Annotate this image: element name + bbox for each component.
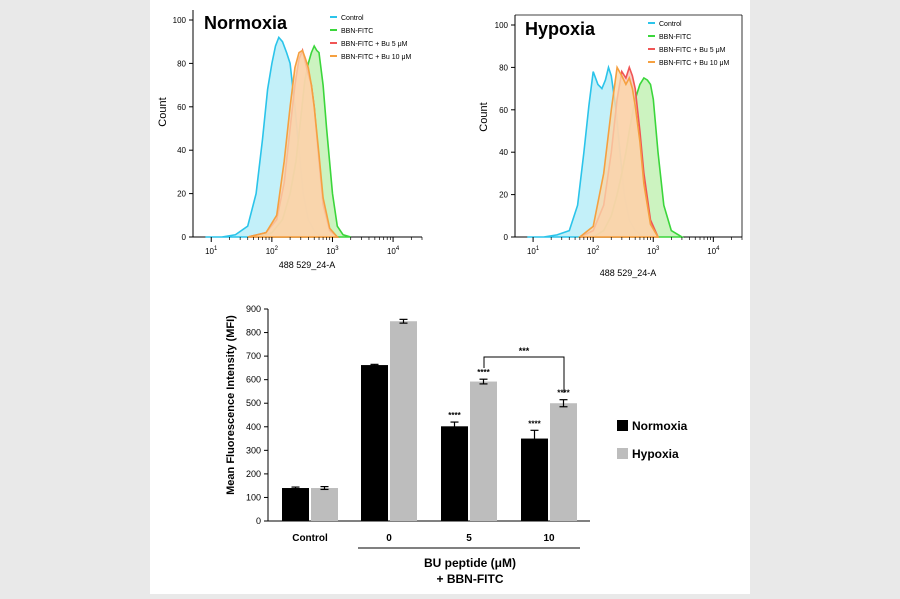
bar-hypoxia-10: [550, 403, 577, 521]
bracket-line: [483, 356, 565, 393]
h1-y-tick-label: 0: [504, 233, 509, 242]
h1-x-tick-label: 101: [527, 246, 540, 256]
bar-normoxia-5: [441, 426, 468, 521]
h0-legend-label: BBN-FITC: [341, 28, 373, 35]
h1-x-tick-label: 103: [647, 246, 660, 256]
h0-y-tick-label: 100: [173, 16, 187, 25]
bar-y-tick-label: 200: [246, 469, 261, 479]
bar-category-label: Control: [292, 533, 328, 544]
bar-y-tick-label: 100: [246, 492, 261, 502]
bar-legend: Normoxia Hypoxia: [617, 419, 688, 461]
significance-label: ****: [557, 389, 570, 398]
h0-x-ticks: 101 102 103 104: [205, 237, 423, 256]
bar-x-tick-labels: Control 0 5 10: [292, 533, 555, 544]
h1-series-areas: [527, 64, 685, 238]
h0-legend-label: BBN-FITC + Bu 5 μM: [341, 41, 408, 48]
h1-series-3: [577, 64, 660, 238]
bar-y-tick-label: 0: [256, 516, 261, 526]
figure-panel: 0 20 40 60 80 100 101 102 103 104 Normoxia Contr…: [150, 0, 750, 594]
significance-label: ****: [477, 368, 490, 377]
significance-label: ****: [528, 419, 541, 428]
h1-y-ticks: 0 20 40 60 80 100: [495, 21, 515, 242]
h1-legend: Control BBN-FITC BBN-FITC + Bu 5 μM BBN-FIT…: [648, 21, 730, 67]
h0-x-tick-label: 101: [205, 246, 218, 256]
h0-legend-label: Control: [341, 15, 364, 22]
h0-y-ticks: 0 20 40 60 80 100: [173, 16, 193, 242]
bar-y-ticks: 0 100 200 300 400 500 600 700 800 900: [246, 304, 268, 526]
h1-legend-label: BBN-FITC + Bu 5 μM: [659, 47, 726, 54]
bar-y-tick-label: 400: [246, 422, 261, 432]
significance-bracket: ***: [483, 346, 565, 393]
bar-y-tick-label: 800: [246, 328, 261, 338]
bar-y-tick-label: 300: [246, 445, 261, 455]
h1-y-tick-label: 100: [495, 21, 509, 30]
bracket-label: ***: [519, 346, 530, 356]
bar-y-tick-label: 600: [246, 375, 261, 385]
h0-x-tick-label: 102: [266, 246, 279, 256]
h0-x-label: 488 529_24-A: [279, 260, 336, 270]
h0-y-tick-label: 80: [177, 59, 186, 68]
h0-legend: Control BBN-FITC BBN-FITC + Bu 5 μM BBN-FIT…: [330, 15, 412, 61]
h1-legend-label: Control: [659, 21, 682, 28]
h0-y-label: Count: [157, 97, 169, 126]
h1-x-tick-label: 102: [587, 246, 600, 256]
bar-legend-swatch: [617, 448, 628, 459]
bar-y-tick-label: 700: [246, 351, 261, 361]
h0-y-tick-label: 20: [177, 190, 186, 199]
h0-title: Normoxia: [204, 13, 288, 33]
bar-hypoxia-Control: [311, 488, 338, 521]
bar-normoxia-Control: [282, 488, 309, 521]
bar-normoxia-0: [361, 365, 388, 521]
bar-category-label: 5: [466, 533, 472, 544]
h1-y-tick-label: 80: [499, 63, 508, 72]
histogram-hypoxia: 0 20 40 60 80 100 101 102 103 104 Hypoxia Contro…: [478, 14, 743, 278]
histogram-normoxia: 0 20 40 60 80 100 101 102 103 104 Normoxia Contr…: [157, 10, 423, 270]
bar-y-tick-label: 500: [246, 398, 261, 408]
h0-legend-label: BBN-FITC + Bu 10 μM: [341, 54, 412, 61]
h1-y-label: Count: [478, 102, 490, 131]
h1-legend-label: BBN-FITC + Bu 10 μM: [659, 60, 730, 67]
h1-x-label: 488 529_24-A: [600, 268, 657, 278]
h0-x-tick-label: 104: [387, 246, 400, 256]
h0-y-tick-label: 60: [177, 103, 186, 112]
bar-category-label: 0: [386, 533, 392, 544]
h0-series-3: [247, 49, 340, 238]
h1-y-tick-label: 40: [499, 148, 508, 157]
h0-y-tick-label: 0: [182, 233, 187, 242]
bar-hypoxia-5: [470, 381, 497, 521]
h0-series-areas: [205, 35, 351, 238]
bar-y-label: Mean Fluorescence Intensity (MFI): [225, 315, 237, 495]
h1-y-tick-label: 20: [499, 191, 508, 200]
bar-y-tick-label: 900: [246, 304, 261, 314]
bar-bars: **** **** **** ****: [282, 318, 577, 521]
h1-y-tick-label: 60: [499, 106, 508, 115]
h0-y-tick-label: 40: [177, 146, 186, 155]
h1-x-tick-label: 104: [707, 246, 720, 256]
bar-legend-swatch: [617, 420, 628, 431]
bar-hypoxia-0: [390, 321, 417, 521]
group-label-line2: + BBN-FITC: [437, 572, 504, 586]
h1-x-ticks: 101 102 103 104: [527, 237, 743, 256]
h1-title: Hypoxia: [525, 19, 596, 39]
bar-legend-label: Normoxia: [632, 419, 688, 433]
group-label-line1: BU peptide (μM): [424, 556, 516, 570]
h0-x-tick-label: 103: [326, 246, 339, 256]
significance-label: ****: [448, 411, 461, 420]
bar-category-label: 10: [543, 533, 555, 544]
h1-legend-label: BBN-FITC: [659, 34, 691, 41]
bar-normoxia-10: [521, 438, 548, 521]
bar-legend-label: Hypoxia: [632, 447, 679, 461]
